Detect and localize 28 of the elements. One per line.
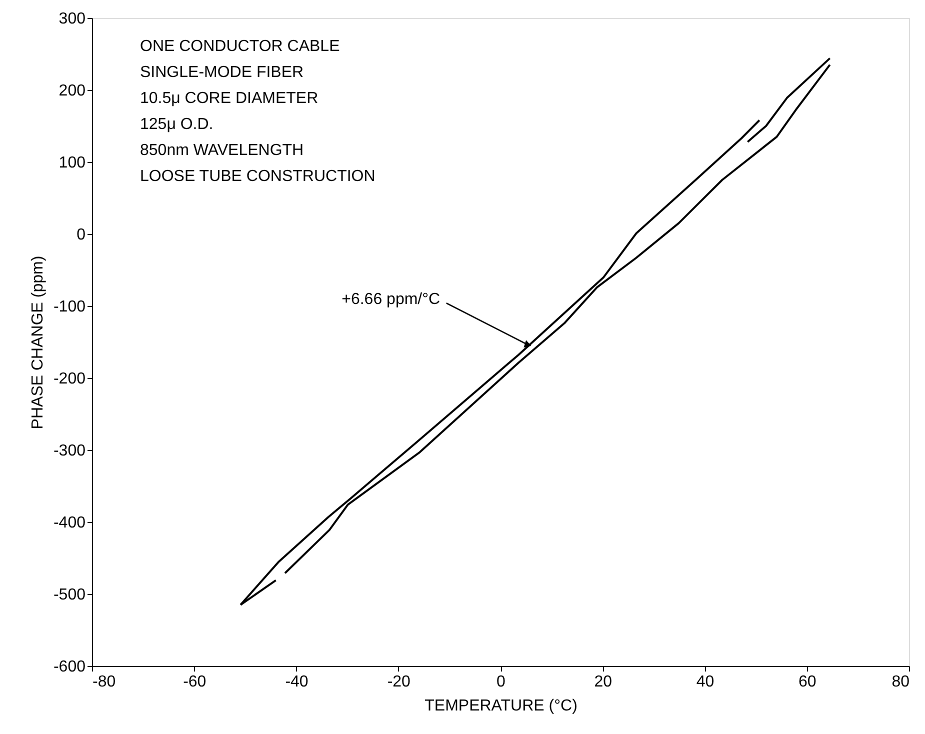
y-tick-label: 300 — [58, 10, 86, 28]
y-tick-label: -300 — [53, 442, 86, 460]
x-tick-label: -20 — [387, 674, 411, 690]
annotation: 850nm WAVELENGTH — [140, 142, 304, 159]
x-tick-label: -40 — [285, 674, 308, 690]
y-tick-label: 100 — [58, 154, 86, 172]
annotation: 10.5μ CORE DIAMETER — [140, 90, 318, 107]
x-tick-label: 40 — [696, 674, 714, 690]
annotation: ONE CONDUCTOR CABLE — [140, 38, 340, 55]
annotation: 125μ O.D. — [140, 116, 214, 133]
y-tick-label: -100 — [53, 298, 86, 316]
x-tick-label: 0 — [496, 674, 506, 690]
x-tick-label: -60 — [183, 674, 206, 690]
y-tick-label: -200 — [53, 370, 86, 388]
x-tick-label: -80 — [92, 674, 116, 690]
y-tick-label: -500 — [53, 586, 86, 604]
y-tick-label: 200 — [58, 82, 86, 100]
annotation: +6.66 ppm/°C — [342, 290, 440, 308]
annotation: LOOSE TUBE CONSTRUCTION — [140, 168, 376, 185]
y-axis-title: PHASE CHANGE (ppm) — [29, 256, 46, 430]
x-tick-label: 60 — [798, 674, 816, 690]
x-axis-title: TEMPERATURE (°C) — [424, 698, 578, 714]
x-tick-label: 80 — [892, 674, 910, 690]
annotation: SINGLE-MODE FIBER — [140, 64, 304, 81]
y-tick-label: -600 — [53, 658, 86, 676]
y-tick-label: 0 — [76, 226, 86, 244]
y-tick-label: -400 — [53, 514, 86, 532]
x-tick-label: 20 — [594, 674, 612, 690]
